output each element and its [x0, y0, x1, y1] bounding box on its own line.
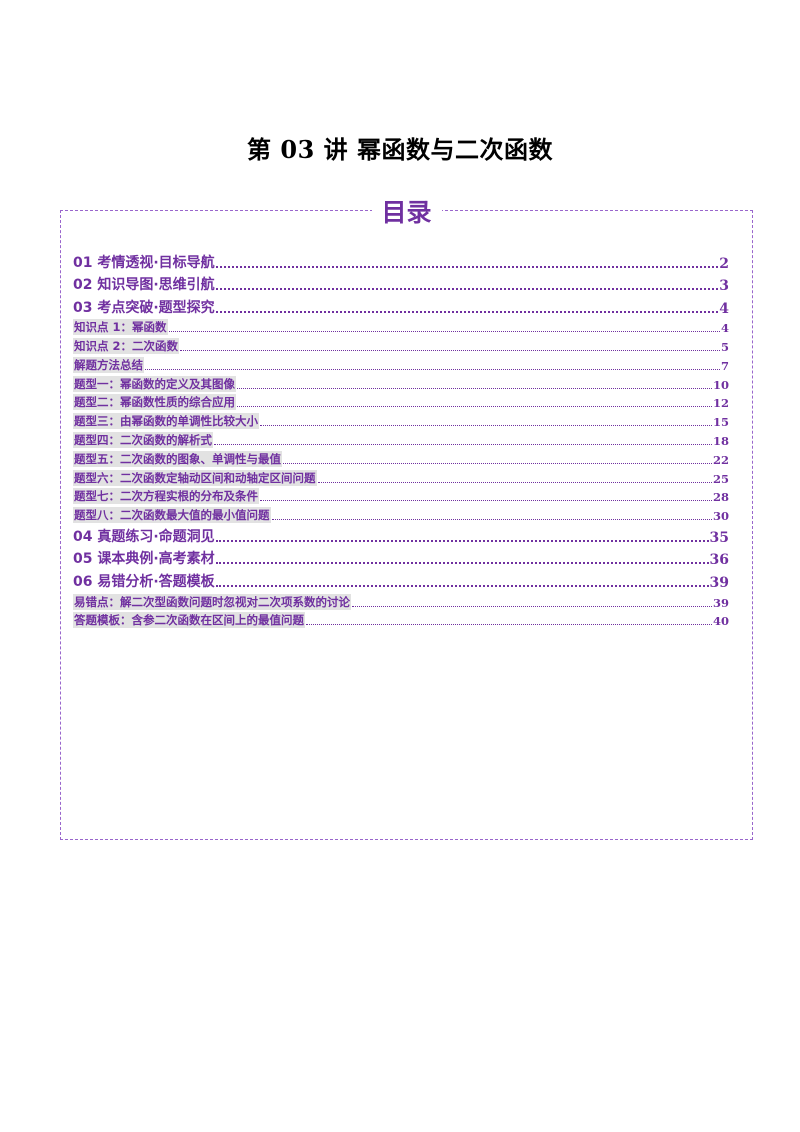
page-title: 第 03 讲 幂函数与二次函数: [247, 135, 553, 164]
toc-page-number: 2: [719, 255, 729, 272]
toc-page-number: 10: [712, 377, 729, 392]
toc-page-number: 39: [709, 574, 729, 591]
toc-page-number: 15: [712, 415, 729, 430]
toc-section-link[interactable]: 03 考点突破·题型探究 4: [73, 294, 729, 317]
toc-page-number: 4: [720, 321, 729, 336]
toc-entry-label: 题型二：幂函数性质的综合应用: [73, 394, 236, 411]
toc-entry-label: 知识点 2：二次函数: [73, 338, 180, 355]
toc-dot-leader: [180, 350, 720, 352]
toc-heading: 目录: [371, 198, 442, 228]
toc-entry-label: 易错点：解二次型函数问题时忽视对二次项系数的讨论: [73, 593, 351, 610]
toc-section-link[interactable]: 01 考情透视·目标导航 2: [73, 249, 729, 272]
toc-dot-leader: [215, 310, 719, 313]
toc-subsection-link[interactable]: 题型三：由幂函数的单调性比较大小 15: [73, 410, 729, 430]
toc-entry-label: 知识点 1：幂函数: [73, 319, 168, 336]
toc-entry-label: 02 知识导图·思维引航: [73, 277, 215, 293]
toc-dot-leader: [237, 387, 712, 389]
toc-page-number: 22: [712, 452, 729, 467]
toc-section-link[interactable]: 05 课本典例·高考素材 36: [73, 546, 729, 569]
toc-entry-label: 题型八：二次函数最大值的最小值问题: [73, 507, 271, 524]
toc-dot-leader: [271, 519, 712, 521]
toc-page-number: 3: [719, 278, 729, 294]
toc-page-number: 25: [712, 471, 729, 486]
toc-dot-leader: [215, 562, 709, 565]
toc-entry-label: 05 课本典例·高考素材: [73, 551, 215, 568]
toc-entry-label: 答题模板：含参二次函数在区间上的最值问题: [73, 612, 305, 629]
toc-dot-leader: [215, 265, 719, 268]
toc-dot-leader: [214, 444, 712, 446]
toc-entry-label: 题型六：二次函数定轴动区间和动轴定区间问题: [73, 469, 317, 486]
toc-entry-label: 题型四：二次函数的解析式: [73, 432, 213, 449]
toc-entry-label: 题型一：幂函数的定义及其图像: [73, 375, 236, 392]
toc-subsection-link[interactable]: 知识点 2：二次函数 5: [73, 335, 729, 355]
toc-entry-label: 01 考情透视·目标导航: [73, 254, 215, 271]
toc-dot-leader: [168, 331, 720, 333]
toc-page-number: 30: [712, 509, 729, 524]
toc-list: 01 考情透视·目标导航 2 02 知识导图·思维引航 3 03 考点突破·题型探究 4 知…: [73, 249, 729, 629]
toc-subsection-link[interactable]: 题型一：幂函数的定义及其图像 10: [73, 373, 729, 392]
toc-subsection-link[interactable]: 解题方法总结 7: [73, 354, 729, 373]
toc-page-number: 18: [712, 434, 729, 449]
toc-subsection-link[interactable]: 知识点 1：幂函数 4: [73, 317, 729, 336]
toc-subsection-link[interactable]: 易错点：解二次型函数问题时忽视对二次项系数的讨论 39: [73, 591, 729, 610]
toc-page-number: 40: [712, 614, 729, 629]
toc-dot-leader: [145, 368, 720, 370]
toc-page-number: 4: [719, 300, 729, 317]
toc-dot-leader: [283, 462, 712, 464]
toc-dot-leader: [215, 584, 709, 587]
toc-page-number: 12: [712, 396, 729, 411]
toc-dot-leader: [215, 288, 719, 290]
table-of-contents: 目录 01 考情透视·目标导航 2 02 知识导图·思维引航 3 03 考点突破·题型探…: [60, 198, 753, 840]
toc-entry-label: 题型七：二次方程实根的分布及条件: [73, 488, 259, 505]
toc-subsection-link[interactable]: 题型二：幂函数性质的综合应用 12: [73, 392, 729, 411]
toc-page-number: 36: [709, 552, 729, 569]
toc-entry-label: 解题方法总结: [73, 356, 144, 373]
toc-entry-label: 题型五：二次函数的图象、单调性与最值: [73, 450, 282, 467]
toc-section-link[interactable]: 04 真题练习·命题洞见 35: [73, 523, 729, 546]
toc-dot-leader: [317, 481, 712, 483]
toc-subsection-link[interactable]: 题型七：二次方程实根的分布及条件 28: [73, 486, 729, 505]
toc-subsection-link[interactable]: 题型五：二次函数的图象、单调性与最值 22: [73, 448, 729, 467]
toc-section-link[interactable]: 02 知识导图·思维引航 3: [73, 272, 729, 294]
toc-dot-leader: [352, 605, 712, 607]
toc-page-number: 39: [712, 595, 729, 610]
toc-subsection-link[interactable]: 题型八：二次函数最大值的最小值问题 30: [73, 504, 729, 524]
toc-section-link[interactable]: 06 易错分析·答题模板 39: [73, 568, 729, 591]
toc-dot-leader: [260, 500, 712, 502]
toc-entry-label: 06 易错分析·答题模板: [73, 573, 215, 590]
toc-entry-label: 04 真题练习·命题洞见: [73, 528, 215, 545]
toc-entry-label: 03 考点突破·题型探究: [73, 299, 215, 316]
toc-entry-label: 题型三：由幂函数的单调性比较大小: [73, 413, 259, 430]
toc-dot-leader: [260, 425, 712, 427]
toc-subsection-link[interactable]: 题型六：二次函数定轴动区间和动轴定区间问题 25: [73, 467, 729, 486]
toc-page-number: 28: [712, 490, 729, 505]
toc-subsection-link[interactable]: 题型四：二次函数的解析式 18: [73, 429, 729, 449]
toc-dot-leader: [306, 624, 712, 626]
toc-page-number: 7: [720, 358, 729, 373]
toc-dot-leader: [237, 406, 712, 408]
toc-subsection-link[interactable]: 答题模板：含参二次函数在区间上的最值问题 40: [73, 610, 729, 629]
toc-page-number: 35: [709, 529, 729, 546]
toc-page-number: 5: [720, 340, 729, 355]
toc-dot-leader: [215, 539, 709, 542]
